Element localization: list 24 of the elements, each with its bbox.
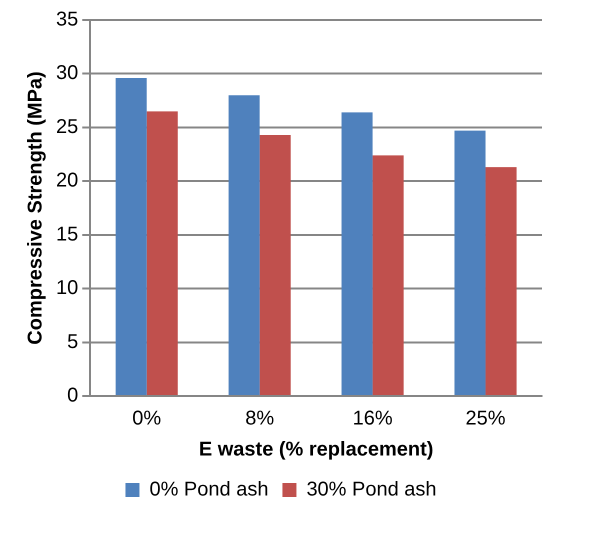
y-tick-label: 25 [56,116,78,138]
y-tick-label: 30 [56,62,78,84]
bar [260,134,291,395]
bar [454,130,486,395]
y-tick-label: 20 [56,170,78,192]
bar [228,95,260,395]
bar [116,78,147,395]
y-axis-title: Compressive Strength (MPa) [24,71,47,345]
y-tick-label: 5 [67,330,78,353]
x-tick-label: 0% [132,408,162,430]
y-tick-label: 10 [56,277,78,300]
y-tick-label: 15 [56,223,78,246]
bar [486,167,517,395]
bar [372,155,404,395]
legend-label: 0% Pond ash [149,478,268,501]
bar [146,111,178,395]
x-axis-title: E waste (% replacement) [198,438,434,461]
y-tick-label: 35 [56,8,78,31]
y-tick-label: 0 [67,384,78,407]
x-tick-label: 8% [245,408,274,430]
x-tick-label: 16% [352,408,393,430]
legend-label: 30% Pond ash [306,478,437,501]
x-tick-label: 25% [466,408,506,430]
bar [342,112,373,395]
